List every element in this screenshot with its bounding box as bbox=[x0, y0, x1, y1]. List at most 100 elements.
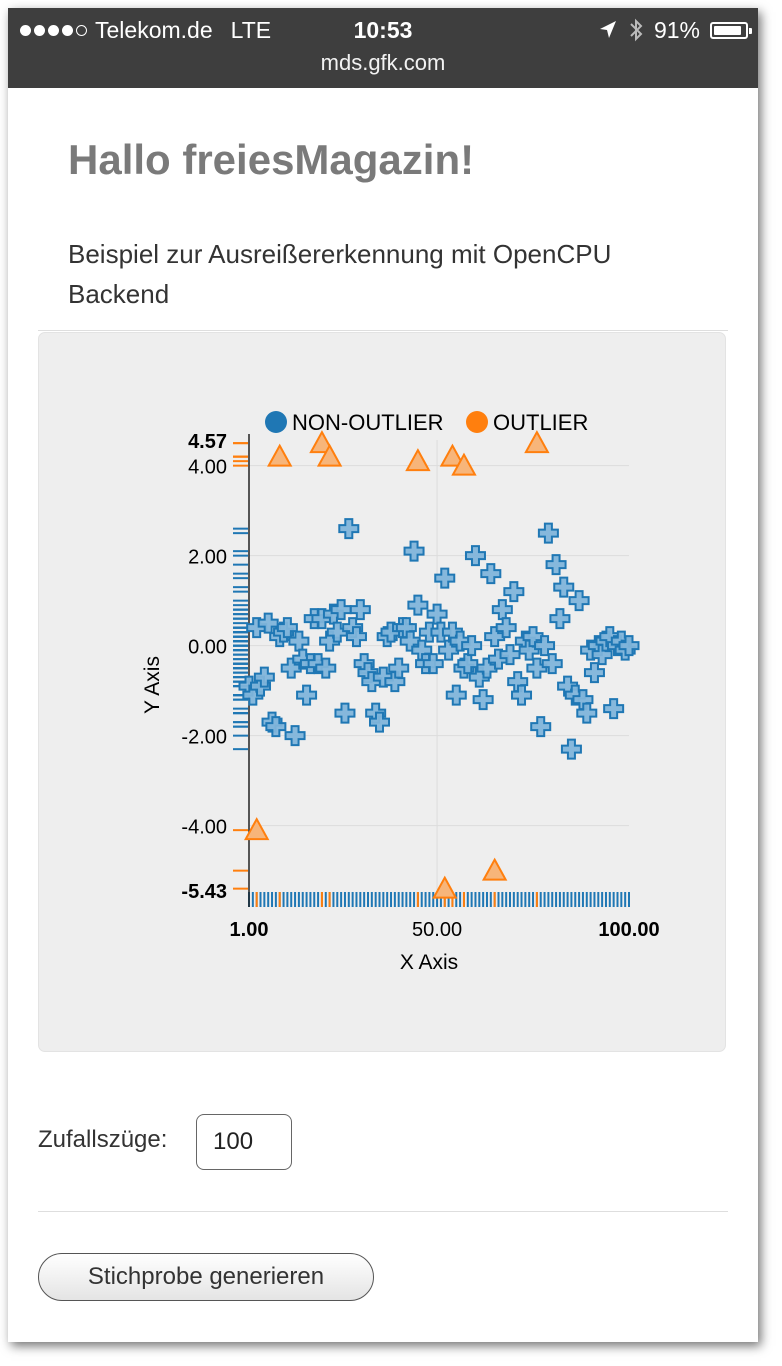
data-point-non-outlier bbox=[511, 684, 533, 706]
data-point-non-outlier bbox=[434, 567, 456, 589]
data-point-non-outlier bbox=[326, 621, 348, 643]
status-left: Telekom.de LTE bbox=[20, 14, 271, 46]
data-point-non-outlier bbox=[284, 725, 306, 747]
data-point-non-outlier bbox=[345, 626, 367, 648]
page-title: Hallo freiesMagazin! bbox=[68, 136, 475, 183]
battery-percent: 91% bbox=[653, 16, 700, 43]
generate-sample-button[interactable]: Stichprobe generieren bbox=[38, 1253, 374, 1301]
status-right: 91% bbox=[598, 14, 752, 46]
data-point-outlier bbox=[451, 452, 477, 476]
x-axis-label: X Axis bbox=[400, 951, 458, 974]
battery-level bbox=[714, 25, 742, 35]
data-point-outlier bbox=[267, 443, 293, 467]
y-tick-label: 2.00 bbox=[188, 547, 227, 569]
legend-label-outlier: OUTLIER bbox=[493, 410, 588, 435]
network-type: LTE bbox=[230, 16, 272, 43]
data-point-non-outlier bbox=[426, 603, 448, 625]
x-tick-label: 100.00 bbox=[598, 919, 659, 941]
data-point-non-outlier bbox=[388, 657, 410, 679]
data-point-non-outlier bbox=[568, 590, 590, 612]
location-arrow-icon bbox=[599, 21, 616, 38]
chart-panel: 4.57 4.00 2.00 0.00 -2.00 -4.00 -5.43 1.00 50.00… bbox=[38, 332, 726, 1052]
data-point-outlier bbox=[316, 443, 343, 467]
data-point-outlier bbox=[481, 857, 508, 881]
y-tick-label: 0.00 bbox=[188, 637, 227, 659]
data-point-outlier bbox=[439, 443, 466, 467]
signal-dot bbox=[48, 24, 59, 36]
data-point-non-outlier bbox=[545, 554, 567, 576]
y-tick-label: 4.57 bbox=[188, 431, 227, 453]
scatter-chart: 4.57 4.00 2.00 0.00 -2.00 -4.00 -5.431.00 50.00… bbox=[141, 410, 660, 974]
data-point-non-outlier bbox=[369, 711, 391, 733]
battery-icon bbox=[710, 21, 752, 39]
y-axis-label: Y Axis bbox=[141, 656, 164, 714]
bluetooth-icon bbox=[630, 18, 643, 42]
data-point-non-outlier bbox=[495, 617, 517, 639]
divider-top bbox=[38, 330, 728, 331]
data-point-outlier bbox=[432, 875, 458, 899]
data-point-non-outlier bbox=[449, 630, 471, 652]
signal-dot bbox=[76, 24, 87, 36]
data-point-outlier bbox=[405, 448, 431, 472]
data-point-non-outlier bbox=[265, 716, 287, 738]
intro-text: Beispiel zur Ausreißererkennung mit Open… bbox=[68, 239, 612, 309]
data-point-non-outlier bbox=[583, 662, 605, 684]
data-point-non-outlier bbox=[330, 599, 352, 621]
data-point-non-outlier bbox=[603, 698, 625, 720]
y-tick-label: -5.43 bbox=[181, 881, 227, 903]
data-point-non-outlier bbox=[553, 576, 575, 598]
battery-tip bbox=[749, 27, 752, 34]
data-point-non-outlier bbox=[438, 639, 460, 661]
data-point-non-outlier bbox=[484, 626, 506, 648]
signal-dot bbox=[62, 24, 73, 36]
data-point-non-outlier bbox=[349, 599, 371, 621]
data-point-non-outlier bbox=[530, 716, 552, 738]
y-tick-label: -4.00 bbox=[181, 817, 227, 839]
x-tick-label: 50.00 bbox=[412, 919, 462, 941]
data-point-non-outlier bbox=[618, 635, 640, 657]
x-tick-label: 1.00 bbox=[230, 919, 269, 941]
data-point-non-outlier bbox=[464, 545, 486, 567]
data-point-non-outlier bbox=[372, 666, 394, 688]
phone-screen: Telekom.de LTE 10:53 91% mds.gfk.com Hal… bbox=[8, 8, 758, 1342]
sample-size-input[interactable] bbox=[196, 1114, 292, 1170]
data-point-outlier bbox=[309, 430, 335, 454]
address-bar-url[interactable]: mds.gfk.com bbox=[320, 50, 446, 75]
sample-size-label: Zufallszüge: bbox=[38, 1126, 168, 1153]
data-point-non-outlier bbox=[560, 738, 582, 760]
divider-bottom bbox=[38, 1211, 728, 1212]
data-point-non-outlier bbox=[576, 702, 598, 724]
signal-dot bbox=[34, 24, 45, 36]
legend-marker-non-outlier bbox=[265, 411, 287, 433]
data-point-non-outlier bbox=[296, 684, 318, 706]
data-point-non-outlier bbox=[537, 522, 559, 544]
data-point-non-outlier bbox=[407, 594, 429, 616]
data-point-non-outlier bbox=[549, 608, 571, 630]
data-point-non-outlier bbox=[499, 644, 521, 666]
status-bar: Telekom.de LTE 10:53 91% mds.gfk.com bbox=[8, 8, 758, 88]
clock: 10:53 bbox=[353, 17, 413, 43]
data-point-non-outlier bbox=[280, 657, 302, 679]
data-point-non-outlier bbox=[315, 657, 337, 679]
signal-strength-icon bbox=[20, 24, 87, 36]
y-tick-label: -2.00 bbox=[181, 727, 227, 749]
data-point-non-outlier bbox=[480, 563, 502, 585]
data-point-non-outlier bbox=[472, 689, 494, 711]
data-point-non-outlier bbox=[334, 702, 356, 724]
data-point-non-outlier bbox=[541, 653, 563, 675]
data-point-non-outlier bbox=[445, 684, 467, 706]
legend-marker-outlier bbox=[466, 411, 488, 433]
data-point-non-outlier bbox=[526, 657, 548, 679]
data-point-non-outlier bbox=[253, 666, 275, 688]
data-point-non-outlier bbox=[491, 599, 513, 621]
data-point-non-outlier bbox=[476, 657, 498, 679]
data-point-non-outlier bbox=[403, 540, 425, 562]
y-tick-label: 4.00 bbox=[188, 457, 227, 479]
data-point-non-outlier bbox=[461, 635, 483, 657]
data-point-non-outlier bbox=[338, 518, 360, 540]
legend-label-non-outlier: NON-OUTLIER bbox=[292, 410, 444, 435]
data-point-outlier bbox=[243, 817, 270, 841]
status-row: Telekom.de LTE 10:53 91% bbox=[8, 14, 758, 46]
data-point-non-outlier bbox=[503, 581, 525, 603]
data-point-non-outlier bbox=[422, 653, 444, 675]
